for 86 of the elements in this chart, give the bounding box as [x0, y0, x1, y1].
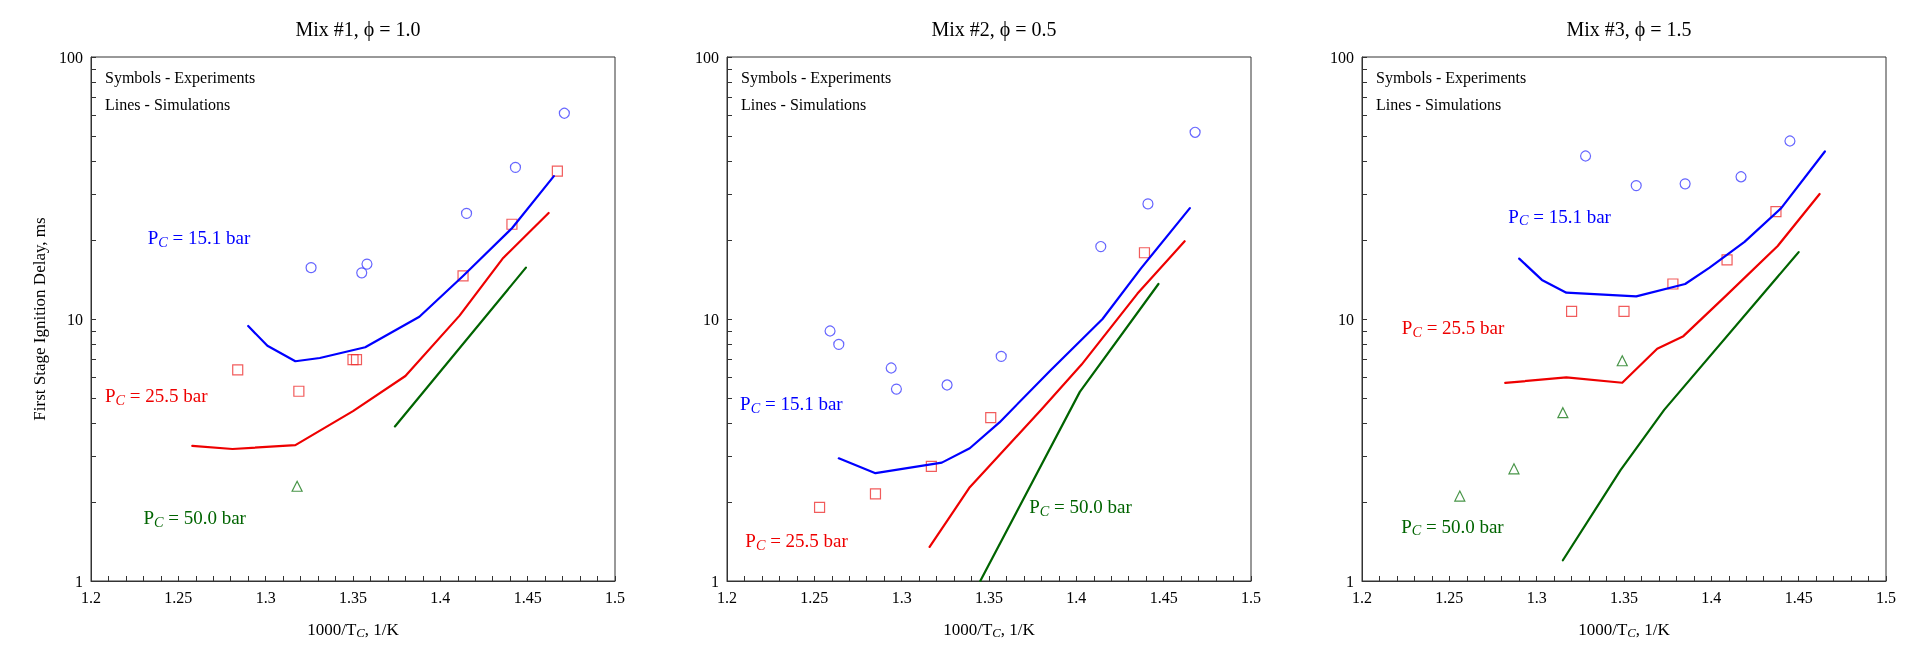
point — [1142, 198, 1154, 210]
point — [1784, 135, 1796, 147]
point — [1579, 150, 1592, 162]
chart-title: Mix #1, ϕ = 1.0 — [295, 18, 421, 41]
point — [1679, 178, 1691, 190]
point — [305, 262, 317, 274]
x-tick-label: 1.4 — [1066, 588, 1087, 606]
line-series — [1518, 150, 1826, 298]
line-series — [928, 240, 1186, 548]
point — [824, 325, 836, 337]
point — [232, 364, 244, 376]
point — [506, 218, 518, 230]
x-tick-label: 1.45 — [1149, 588, 1178, 606]
x-tick-label: 1.45 — [513, 588, 542, 606]
x-tick-label: 1.35 — [1610, 588, 1638, 606]
point — [356, 267, 368, 279]
point — [1566, 305, 1578, 317]
point — [813, 501, 826, 513]
point — [350, 353, 363, 366]
point — [833, 338, 845, 350]
y-tick-label: 100 — [59, 48, 83, 66]
y-tick-label: 100 — [695, 48, 719, 66]
y-tick-label: 1 — [1346, 572, 1354, 590]
x-tick-label: 1.3 — [1526, 588, 1547, 606]
x-tick-label: 1.4 — [1701, 588, 1722, 606]
point — [1616, 355, 1628, 367]
point — [1138, 247, 1151, 259]
annotation: Lines - Simulations — [105, 95, 231, 113]
point — [1735, 171, 1747, 183]
x-tick-label: 1.5 — [605, 588, 625, 606]
point — [1095, 240, 1107, 253]
y-tick-label: 10 — [67, 310, 83, 328]
point — [1667, 278, 1679, 290]
point — [1618, 305, 1630, 317]
point — [558, 107, 570, 119]
y-axis-title: First Stage Ignition Delay, ms — [30, 217, 50, 421]
chart-title: Mix #2, ϕ = 0.5 — [931, 18, 1057, 41]
x-tick-label: 1.5 — [1241, 588, 1261, 606]
x-tick-label: 1.2 — [1352, 588, 1372, 606]
annotation: Symbols - Experiments — [741, 68, 892, 87]
point — [1189, 126, 1201, 138]
point — [1557, 407, 1569, 419]
x-tick-label: 1.25 — [1435, 588, 1464, 606]
point — [1770, 206, 1782, 218]
annotation: Symbols - Experiments — [1376, 68, 1527, 87]
annotation: Symbols - Experiments — [105, 68, 256, 87]
x-tick-label: 1.25 — [800, 588, 829, 606]
point — [347, 353, 359, 366]
chart-title: Mix #3, ϕ = 1.5 — [1566, 18, 1692, 41]
x-tick-label: 1.2 — [81, 588, 101, 606]
point — [1630, 179, 1642, 192]
line-series — [1561, 251, 1800, 562]
line-series — [1504, 192, 1821, 385]
point — [460, 207, 473, 219]
y-tick-label: 1 — [711, 572, 719, 590]
x-tick-label: 1.45 — [1784, 588, 1813, 606]
point — [925, 460, 937, 472]
y-tick-label: 100 — [1330, 48, 1354, 66]
annotation: Lines - Simulations — [1376, 95, 1502, 113]
point — [1721, 254, 1733, 266]
point — [1454, 490, 1466, 502]
point — [457, 270, 469, 282]
x-tick-label: 1.3 — [891, 588, 912, 606]
point — [869, 488, 882, 500]
point — [293, 385, 305, 397]
x-tick-label: 1.5 — [1876, 588, 1896, 606]
point — [985, 412, 997, 424]
x-tick-label: 1.3 — [255, 588, 276, 606]
point — [1508, 463, 1520, 475]
point — [509, 161, 522, 173]
y-tick-label: 10 — [1338, 310, 1354, 328]
x-tick-label: 1.35 — [339, 588, 367, 606]
point — [361, 258, 373, 270]
y-tick-label: 1 — [75, 572, 83, 590]
point — [291, 480, 303, 492]
x-tick-label: 1.35 — [975, 588, 1003, 606]
y-tick-label: 10 — [703, 310, 719, 328]
x-tick-label: 1.25 — [164, 588, 193, 606]
x-tick-label: 1.4 — [430, 588, 451, 606]
point — [995, 350, 1007, 362]
point — [941, 379, 953, 391]
point — [551, 165, 563, 177]
point — [885, 362, 897, 374]
x-tick-label: 1.2 — [717, 588, 737, 606]
point — [890, 383, 903, 395]
annotation: Lines - Simulations — [741, 95, 867, 113]
